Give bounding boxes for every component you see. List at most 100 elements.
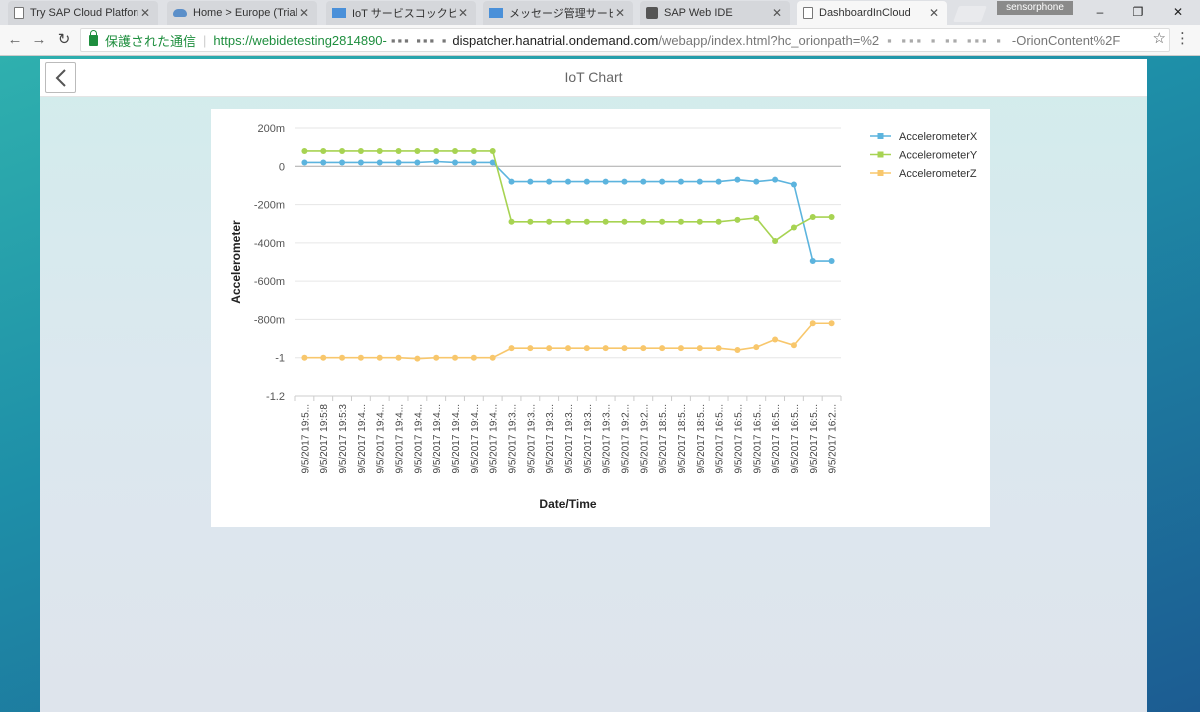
legend-marker: [877, 151, 884, 158]
x-tick-label: 9/5/2017 19:4...: [357, 404, 368, 474]
data-point: [734, 176, 741, 183]
tab-close-icon[interactable]: ✕: [298, 6, 310, 20]
data-point: [715, 218, 722, 225]
tab-close-icon[interactable]: ✕: [928, 6, 940, 20]
nav-back-button[interactable]: [45, 62, 76, 93]
browser-tab[interactable]: DashboardInCloud ✕: [797, 1, 947, 25]
restore-icon[interactable]: ❐: [1132, 5, 1144, 19]
tab-close-icon[interactable]: ✕: [457, 6, 469, 20]
legend-item: AccelerometerY: [870, 150, 978, 162]
bookmark-star-icon[interactable]: ☆: [1152, 30, 1166, 47]
data-point: [565, 218, 571, 225]
data-point: [527, 345, 534, 352]
data-point: [659, 345, 666, 352]
x-tick-label: 9/5/2017 18:5...: [677, 404, 688, 474]
data-point: [753, 344, 760, 351]
data-point: [621, 345, 628, 352]
data-point: [433, 158, 440, 165]
new-tab-button[interactable]: [953, 6, 987, 22]
forward-arrow-icon[interactable]: →: [31, 31, 47, 48]
url-path: /webapp/index.html?hc_orionpath=%2: [658, 32, 880, 48]
x-tick-label: 9/5/2017 19:4...: [395, 404, 406, 474]
data-point: [696, 345, 703, 352]
x-tick-label: 9/5/2017 19:4...: [451, 404, 462, 474]
sap-icon: [489, 8, 503, 18]
close-window-icon[interactable]: ✕: [1172, 5, 1184, 19]
y-tick-label: -1: [275, 353, 285, 365]
data-point: [433, 354, 440, 361]
tab-close-icon[interactable]: ✕: [139, 6, 151, 20]
legend-label: AccelerometerZ: [899, 168, 977, 180]
data-point: [659, 178, 666, 185]
browser-tab[interactable]: IoT サービスコックピット✕: [326, 1, 476, 25]
x-tick-label: 9/5/2017 16:5...: [715, 404, 726, 474]
data-point: [602, 178, 609, 185]
data-point: [583, 345, 590, 352]
legend-label: AccelerometerX: [899, 131, 978, 143]
x-tick-label: 9/5/2017 19:3...: [583, 404, 594, 474]
data-point: [621, 218, 628, 225]
data-point: [696, 218, 703, 225]
data-point: [301, 147, 308, 154]
y-tick-label: -1.2: [266, 391, 285, 403]
data-point: [320, 147, 327, 154]
y-tick-label: -600m: [254, 276, 285, 288]
data-point: [602, 345, 609, 352]
url-redacted-part: ▪ ▪▪▪ ▪ ▪▪ ▪▪▪ ▪: [887, 32, 1004, 48]
data-point: [376, 147, 383, 154]
profile-badge[interactable]: sensorphone: [997, 1, 1073, 15]
data-point: [489, 147, 496, 154]
data-point: [753, 178, 760, 185]
data-point: [489, 354, 496, 361]
y-axis-title: Accelerometer: [229, 220, 243, 304]
data-point: [734, 216, 741, 223]
data-point: [395, 159, 402, 166]
data-point: [546, 345, 553, 352]
data-point: [809, 214, 816, 221]
data-point: [433, 147, 440, 154]
data-point: [602, 218, 609, 225]
app-header: IoT Chart: [40, 59, 1147, 97]
data-point: [772, 176, 779, 183]
data-point: [753, 214, 760, 221]
line-chart: 200m 0 -200m -400m -600m -800m -1 -1.2 9/5/2017 …: [229, 123, 978, 511]
legend-marker: [877, 170, 884, 176]
x-tick-label: 9/5/2017 19:3...: [508, 404, 519, 474]
browser-tab[interactable]: SAP Web IDE ✕: [640, 1, 790, 25]
data-point: [320, 159, 327, 166]
data-point: [677, 345, 684, 352]
browser-tab[interactable]: Home > Europe (Trial) ✕: [167, 1, 317, 25]
data-point: [772, 336, 779, 343]
browser-tab-title: Home > Europe (Trial): [193, 7, 297, 19]
data-point: [376, 159, 383, 166]
document-icon: [14, 7, 24, 19]
data-point: [828, 320, 835, 327]
data-point: [320, 354, 327, 361]
data-point: [452, 354, 459, 361]
x-tick-label: 9/5/2017 19:2...: [639, 404, 650, 474]
data-point: [790, 181, 797, 188]
data-point: [470, 159, 477, 166]
data-point: [640, 218, 647, 225]
y-tick-label: -800m: [254, 314, 285, 326]
data-point: [357, 147, 364, 154]
browser-tab[interactable]: Try SAP Cloud Platform ✕: [8, 1, 158, 25]
tab-close-icon[interactable]: ✕: [771, 6, 783, 20]
data-point: [772, 237, 779, 244]
browser-tab[interactable]: メッセージ管理サービスコッ✕: [483, 1, 633, 25]
data-point: [508, 345, 515, 352]
y-tick-label: -400m: [254, 238, 285, 250]
data-point: [489, 159, 496, 166]
data-point: [414, 355, 421, 362]
reload-icon[interactable]: ↻: [57, 31, 71, 48]
data-point: [339, 354, 346, 361]
address-bar[interactable]: 保護された通信 | https://webidetesting2814890- …: [80, 28, 1170, 52]
x-tick-label: 9/5/2017 18:5...: [658, 404, 669, 474]
browser-menu-icon[interactable]: ⋮: [1175, 30, 1190, 47]
minimize-icon[interactable]: –: [1096, 5, 1104, 19]
tab-close-icon[interactable]: ✕: [614, 6, 626, 20]
back-arrow-icon[interactable]: ←: [7, 31, 23, 48]
x-tick-label: 9/5/2017 19:3...: [545, 404, 556, 474]
legend-label: AccelerometerY: [899, 150, 978, 162]
url-host: dispatcher.hanatrial.ondemand.com: [452, 32, 659, 48]
